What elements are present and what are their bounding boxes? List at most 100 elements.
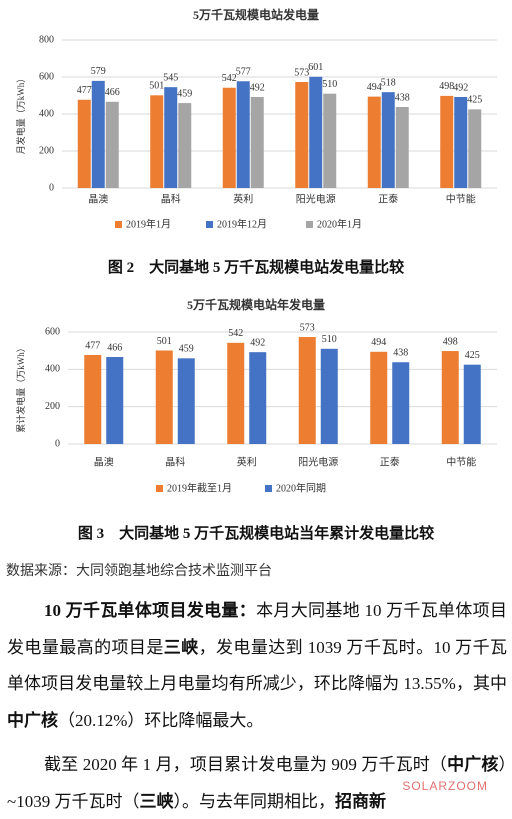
bar <box>454 96 468 188</box>
y-axis-label: 月发电量（万kWh） <box>15 74 26 155</box>
data-label: 601 <box>308 62 323 73</box>
bar <box>395 106 409 188</box>
data-label: 438 <box>393 348 408 359</box>
y-tick-label: 600 <box>45 326 60 337</box>
data-label: 498 <box>443 336 458 347</box>
text: ，发电量达到 1039 万千瓦时。10 万千瓦单体项目发电量较上月电量均有所减少… <box>7 637 508 694</box>
data-label: 492 <box>250 337 265 348</box>
bold-text: 中广核 <box>7 710 58 730</box>
bar <box>84 354 102 444</box>
legend-swatch <box>206 221 213 228</box>
text: ）。与去年同期相比， <box>173 791 335 811</box>
bar <box>441 351 459 444</box>
bar <box>150 95 164 188</box>
bar <box>320 348 338 444</box>
y-tick-label: 600 <box>39 71 54 82</box>
data-label: 501 <box>157 336 172 347</box>
data-label: 518 <box>381 77 396 88</box>
data-label: 501 <box>149 81 164 92</box>
data-label: 466 <box>107 342 122 353</box>
text: 截至 2020 年 1 月，项目累计发电量为 909 万千瓦时（ <box>44 755 448 774</box>
text: 本月大同基地 10 万千瓦单体项目发电量最高的项目是 <box>7 601 508 657</box>
bar <box>309 76 323 188</box>
bar <box>91 80 105 188</box>
legend-label: 2019年12月 <box>217 217 267 230</box>
bold-text: 三峡 <box>163 637 199 657</box>
data-label: 494 <box>367 82 382 93</box>
legend-label: 2019年1月 <box>126 217 171 230</box>
bar <box>164 87 178 188</box>
caption: 图 2 大同基地 5 万千瓦规模电站发电量比较 <box>107 260 405 276</box>
source-note: 数据来源：大同领跑基地综合技术监测平台 <box>6 564 272 579</box>
data-label: 425 <box>465 350 480 361</box>
bar <box>106 357 124 444</box>
data-label: 542 <box>222 73 237 84</box>
bar <box>236 81 250 188</box>
data-label: 579 <box>91 66 106 77</box>
data-label: 510 <box>322 79 337 90</box>
x-tick-label: 中节能 <box>446 192 476 205</box>
x-tick-label: 晶科 <box>161 192 181 205</box>
chart-title: 5万千瓦规模电站年发电量 <box>187 297 325 312</box>
x-tick-label: 晶科 <box>165 455 185 468</box>
bar <box>440 95 454 188</box>
x-tick-label: 英利 <box>237 455 257 468</box>
text: （20.12%）环比降幅最大。 <box>58 710 264 730</box>
bold-text: 招商新 <box>334 791 386 811</box>
caption: 图 3 大同基地 5 万千瓦规模电站当年累计发电量比较 <box>77 526 435 542</box>
bar <box>295 81 309 188</box>
data-label: 577 <box>236 67 251 78</box>
data-label: 494 <box>371 337 386 348</box>
x-tick-label: 正泰 <box>380 455 400 468</box>
x-tick-label: 正泰 <box>378 192 398 205</box>
data-label: 459 <box>179 344 194 355</box>
y-tick-label: 400 <box>45 364 60 375</box>
x-tick-label: 晶澳 <box>94 455 114 468</box>
bar <box>323 93 337 188</box>
y-tick-label: 800 <box>39 34 54 45</box>
data-label: 510 <box>322 334 337 345</box>
x-tick-label: 中节能 <box>446 455 476 468</box>
bar <box>370 351 388 444</box>
legend-label: 2020年1月 <box>317 217 362 230</box>
bar <box>222 87 236 188</box>
data-label: 425 <box>467 95 482 106</box>
chart-title: 5万千瓦规模电站发电量 <box>193 7 319 22</box>
data-label: 466 <box>105 87 120 98</box>
legend-swatch <box>115 221 122 228</box>
data-label: 438 <box>395 92 410 103</box>
x-tick-label: 晶澳 <box>88 192 108 205</box>
data-label: 459 <box>177 88 192 99</box>
bar <box>105 101 119 188</box>
text: ）~1039 万千瓦时（ <box>7 755 508 811</box>
bar <box>468 109 482 188</box>
data-label: 498 <box>439 81 454 92</box>
x-tick-label: 阳光电源 <box>296 192 336 205</box>
paragraph: 截至 2020 年 1 月，项目累计发电量为 909 万千瓦时（中广核）~103… <box>7 747 507 819</box>
bar <box>227 342 245 444</box>
legend-swatch <box>156 485 163 492</box>
data-label: 573 <box>294 67 309 78</box>
bar <box>381 92 395 188</box>
y-tick-label: 0 <box>49 182 54 193</box>
data-label: 542 <box>228 328 243 339</box>
bar <box>155 350 173 444</box>
bold-text: 三峡 <box>139 791 174 811</box>
x-tick-label: 英利 <box>233 192 253 205</box>
paragraph: 10 万千瓦单体项目发电量：本月大同基地 10 万千瓦单体项目发电量最高的项目是… <box>7 593 507 739</box>
bold-text: 中广核 <box>447 755 499 774</box>
legend-label: 2020年同期 <box>276 481 326 494</box>
y-tick-label: 400 <box>39 108 54 119</box>
legend-swatch <box>306 221 313 228</box>
watermark: SOLARZOOM <box>402 779 488 793</box>
data-label: 492 <box>250 82 265 93</box>
y-tick-label: 200 <box>45 401 60 412</box>
data-label: 492 <box>453 82 468 93</box>
bar <box>392 362 410 444</box>
x-tick-label: 阳光电源 <box>298 455 338 468</box>
legend-label: 2019年截至1月 <box>167 481 232 494</box>
data-label: 545 <box>163 72 178 83</box>
bar <box>463 364 481 444</box>
